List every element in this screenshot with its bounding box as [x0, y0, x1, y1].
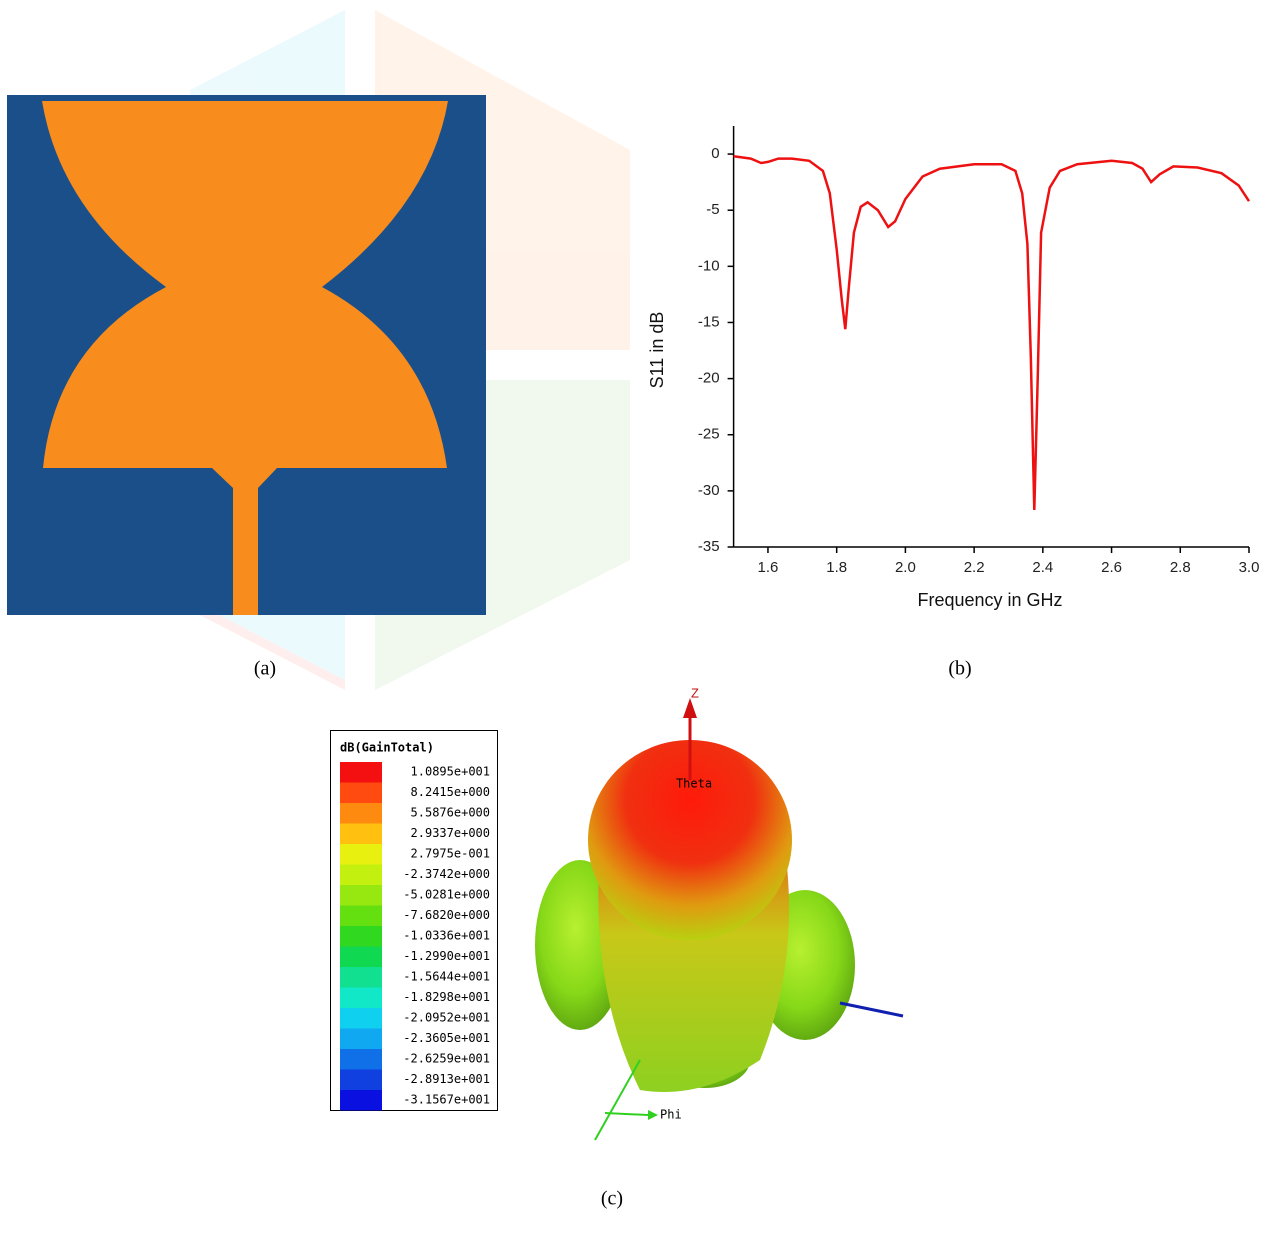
y-axis-title: S11 in dB — [647, 312, 667, 389]
legend-swatch — [340, 803, 382, 824]
legend-swatch — [340, 988, 382, 1009]
legend-label: -1.0336e+001 — [403, 929, 490, 943]
y-tick-label: -35 — [698, 538, 720, 555]
legend-label: -5.0281e+000 — [403, 888, 490, 902]
legend-label: -1.5644e+001 — [403, 970, 490, 984]
legend-swatch — [340, 1008, 382, 1029]
caption: (c) — [601, 1188, 623, 1210]
legend-swatch — [340, 926, 382, 947]
legend-label: -2.3742e+000 — [403, 867, 490, 881]
x-tick-label: 3.0 — [1239, 559, 1260, 576]
legend-label: -1.2990e+001 — [403, 949, 490, 963]
y-tick-label: -15 — [698, 313, 720, 330]
caption: (b) — [948, 658, 971, 680]
legend-label: -2.8913e+001 — [403, 1072, 490, 1086]
legend-swatch — [340, 1090, 382, 1111]
caption: (a) — [254, 658, 276, 680]
x-tick-label: 2.2 — [964, 559, 985, 576]
legend-swatch — [340, 947, 382, 968]
y-tick-label: 0 — [711, 145, 719, 162]
legend-swatch — [340, 783, 382, 804]
legend-swatch — [340, 1029, 382, 1050]
legend-label: -1.8298e+001 — [403, 990, 490, 1004]
theta-label: Theta — [676, 777, 712, 791]
y-tick-label: -10 — [698, 257, 720, 274]
legend-label: -3.1567e+001 — [403, 1093, 490, 1107]
legend-swatch — [340, 1070, 382, 1091]
y-tick-label: -20 — [698, 370, 720, 387]
legend-label: -2.6259e+001 — [403, 1052, 490, 1066]
legend-swatch — [340, 967, 382, 988]
x-axis-title: Frequency in GHz — [917, 590, 1062, 610]
legend-label: -2.3605e+001 — [403, 1031, 490, 1045]
legend-swatch — [340, 1049, 382, 1070]
y-tick-label: -25 — [698, 426, 720, 443]
x-tick-label: 1.6 — [758, 559, 779, 576]
legend-swatch — [340, 865, 382, 886]
x-tick-label: 1.8 — [826, 559, 847, 576]
legend-label: -7.6820e+000 — [403, 908, 490, 922]
legend-swatch — [340, 906, 382, 927]
data-line — [734, 156, 1249, 510]
legend-label: 2.9337e+000 — [411, 826, 490, 840]
legend-label: 8.2415e+000 — [411, 785, 490, 799]
x-tick-label: 2.8 — [1170, 559, 1191, 576]
y-tick-label: -30 — [698, 482, 720, 499]
phi-label: Phi — [660, 1108, 682, 1122]
x-tick-label: 2.6 — [1101, 559, 1122, 576]
x-tick-label: 2.0 — [895, 559, 916, 576]
legend-label: 2.7975e-001 — [411, 847, 490, 861]
legend-swatch — [340, 824, 382, 845]
figure: Z Theta Phi dB(GainTotal) (a) (b) (c) Fr… — [0, 0, 1271, 1236]
legend-label: -2.0952e+001 — [403, 1011, 490, 1025]
x-tick-label: 2.4 — [1032, 559, 1053, 576]
z-axis-label: Z — [691, 685, 699, 700]
figure-svg: Z Theta Phi dB(GainTotal) (a) (b) (c) Fr… — [0, 0, 1271, 1236]
legend-swatch — [340, 844, 382, 865]
legend-label: 5.5876e+000 — [411, 806, 490, 820]
legend-label: 1.0895e+001 — [411, 765, 490, 779]
legend-swatch — [340, 762, 382, 783]
radiation-pattern — [535, 698, 903, 1140]
gain-legend-title: dB(GainTotal) — [340, 741, 434, 755]
legend-swatch — [340, 885, 382, 906]
y-tick-label: -5 — [706, 201, 719, 218]
